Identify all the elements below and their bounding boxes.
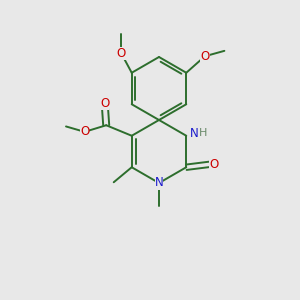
Text: O: O bbox=[209, 158, 218, 171]
Text: N: N bbox=[154, 176, 164, 190]
Text: N: N bbox=[190, 127, 199, 140]
Text: O: O bbox=[100, 97, 109, 110]
Text: O: O bbox=[200, 50, 209, 63]
Text: O: O bbox=[117, 47, 126, 60]
Text: H: H bbox=[199, 128, 207, 138]
Text: O: O bbox=[80, 125, 89, 138]
